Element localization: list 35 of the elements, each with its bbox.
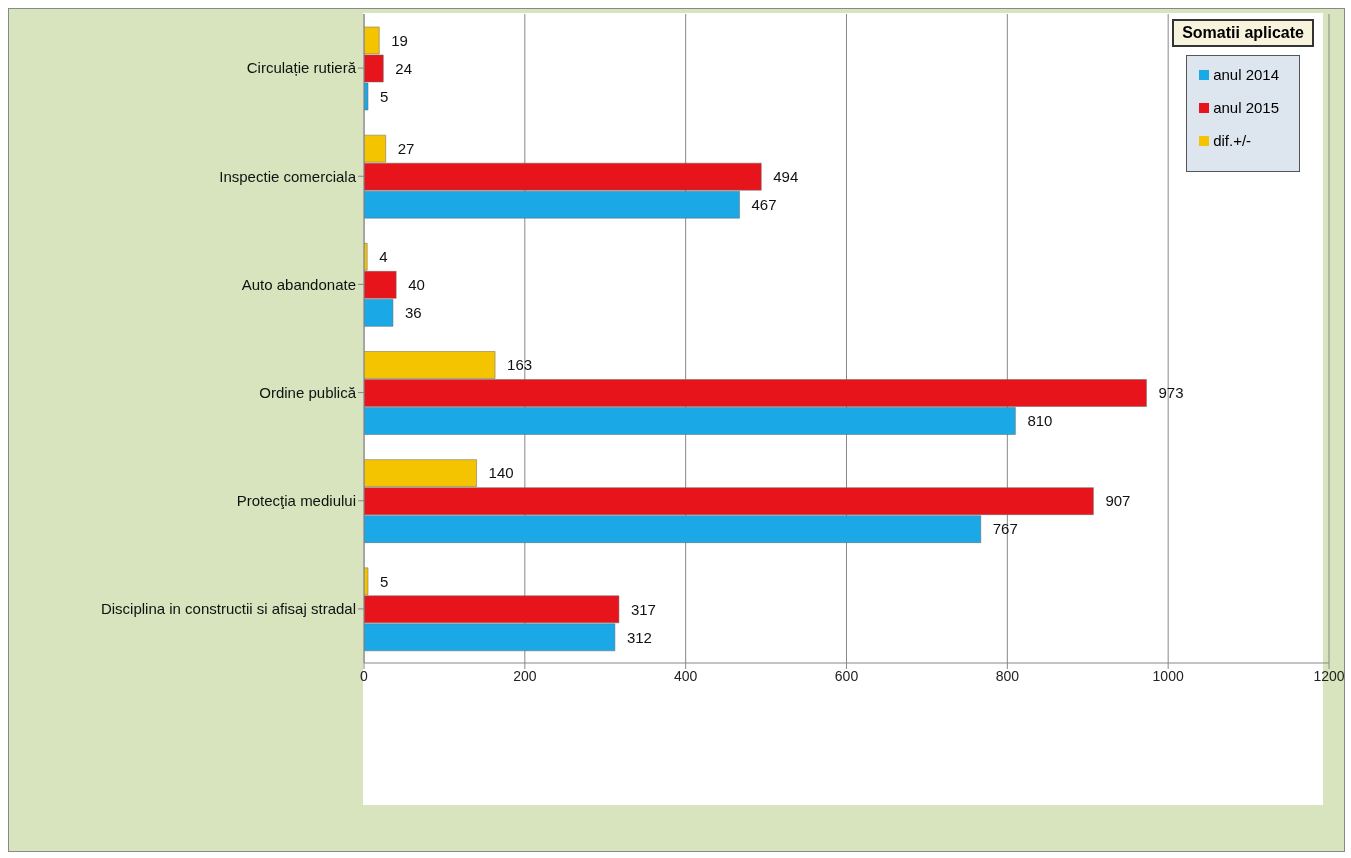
x-tick-label: 1200 xyxy=(1313,667,1345,684)
y-tick-label: Disciplina in constructii si afisaj stradal xyxy=(100,600,356,618)
x-tick-label: 600 xyxy=(834,667,859,684)
y-tick-label: Circulație rutieră xyxy=(246,59,357,77)
x-tick-label: 1000 xyxy=(1152,667,1184,684)
data-label: 27 xyxy=(397,139,415,157)
data-label: 767 xyxy=(992,520,1018,538)
data-label: 810 xyxy=(1027,412,1053,430)
data-label: 494 xyxy=(773,167,799,185)
legend-label: anul 2014 xyxy=(1213,66,1280,83)
data-label: 40 xyxy=(408,276,425,294)
data-label: 467 xyxy=(751,195,777,213)
data-label: 312 xyxy=(626,628,652,646)
legend-label: dif.+/- xyxy=(1213,132,1252,149)
data-label: 19 xyxy=(391,31,408,49)
legend-label: anul 2015 xyxy=(1213,99,1280,116)
data-label: 907 xyxy=(1105,492,1131,510)
data-label: 5 xyxy=(380,87,389,105)
x-tick-label: 200 xyxy=(513,667,537,684)
data-label: 973 xyxy=(1158,384,1184,402)
data-label: 36 xyxy=(404,304,422,322)
y-tick-label: Auto abandonate xyxy=(241,275,356,293)
data-label: 317 xyxy=(630,600,656,618)
data-label: 140 xyxy=(488,464,514,482)
y-tick-label: Protecţia mediului xyxy=(236,492,356,510)
y-tick-label: Ordine publică xyxy=(259,383,357,401)
x-tick-label: 800 xyxy=(995,667,1020,684)
data-label: 4 xyxy=(379,248,388,266)
y-tick-label: Inspectie comerciala xyxy=(219,167,357,185)
data-label: 163 xyxy=(507,356,533,374)
x-tick-label: 0 xyxy=(360,667,369,684)
legend-title: Somatii aplicate xyxy=(1172,19,1314,47)
data-label: 5 xyxy=(380,572,389,590)
data-label: 24 xyxy=(395,59,412,77)
x-tick-label: 400 xyxy=(673,667,698,684)
